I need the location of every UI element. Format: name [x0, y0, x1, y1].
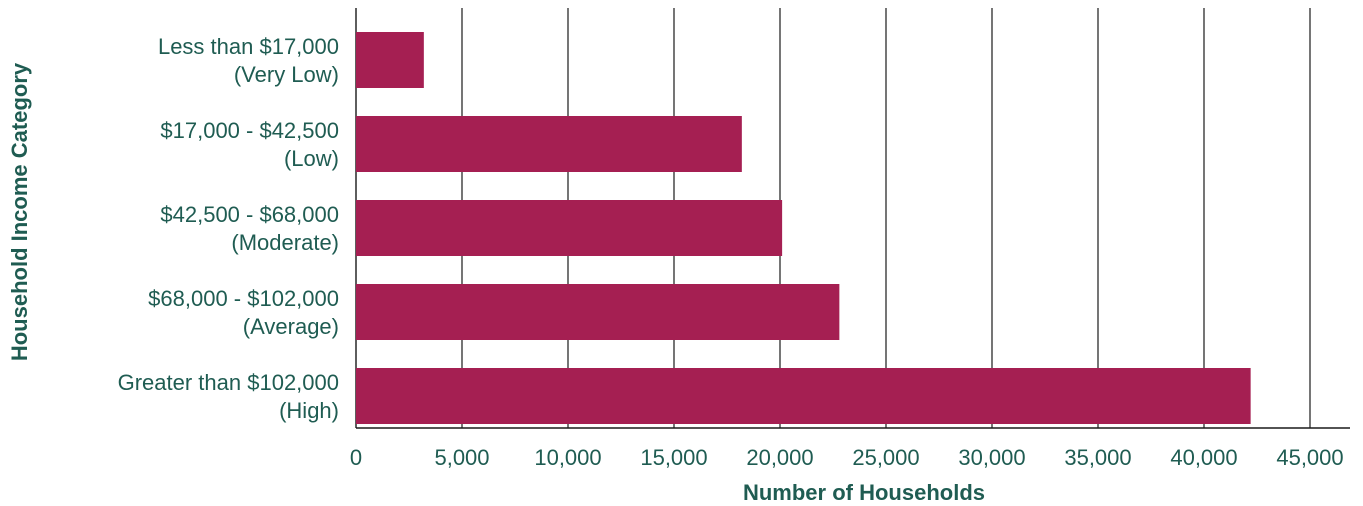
x-tick-label: 5,000: [434, 445, 489, 470]
x-tick-label: 15,000: [640, 445, 707, 470]
x-tick-label: 30,000: [958, 445, 1025, 470]
bar: [356, 284, 840, 340]
x-tick-label: 45,000: [1276, 445, 1343, 470]
bar: [356, 116, 742, 172]
category-label: Less than $17,000 (Very Low): [158, 34, 339, 87]
category-label: Greater than $102,000 (High): [118, 370, 339, 423]
bar: [356, 368, 1251, 424]
x-tick-label: 0: [350, 445, 362, 470]
bar-layer: [356, 32, 1251, 424]
x-tick-label: 25,000: [852, 445, 919, 470]
category-label: $17,000 - $42,500 (Low): [160, 118, 339, 171]
category-labels: Less than $17,000 (Very Low) $17,000 - $42…: [118, 34, 339, 423]
x-tick-label: 20,000: [746, 445, 813, 470]
category-label: $68,000 - $102,000 (Average): [148, 286, 339, 339]
x-tick-label: 10,000: [534, 445, 601, 470]
category-label: $42,500 - $68,000 (Moderate): [160, 202, 339, 255]
x-axis-title: Number of Households: [743, 480, 985, 505]
x-tick-labels: 0 5,000 10,000 15,000 20,000 25,000 30,000 35,0…: [350, 445, 1344, 470]
bar: [356, 200, 783, 256]
bar: [356, 32, 424, 88]
x-tick-label: 40,000: [1170, 445, 1237, 470]
y-axis-title: Household Income Category: [7, 62, 32, 361]
x-tick-label: 35,000: [1064, 445, 1131, 470]
